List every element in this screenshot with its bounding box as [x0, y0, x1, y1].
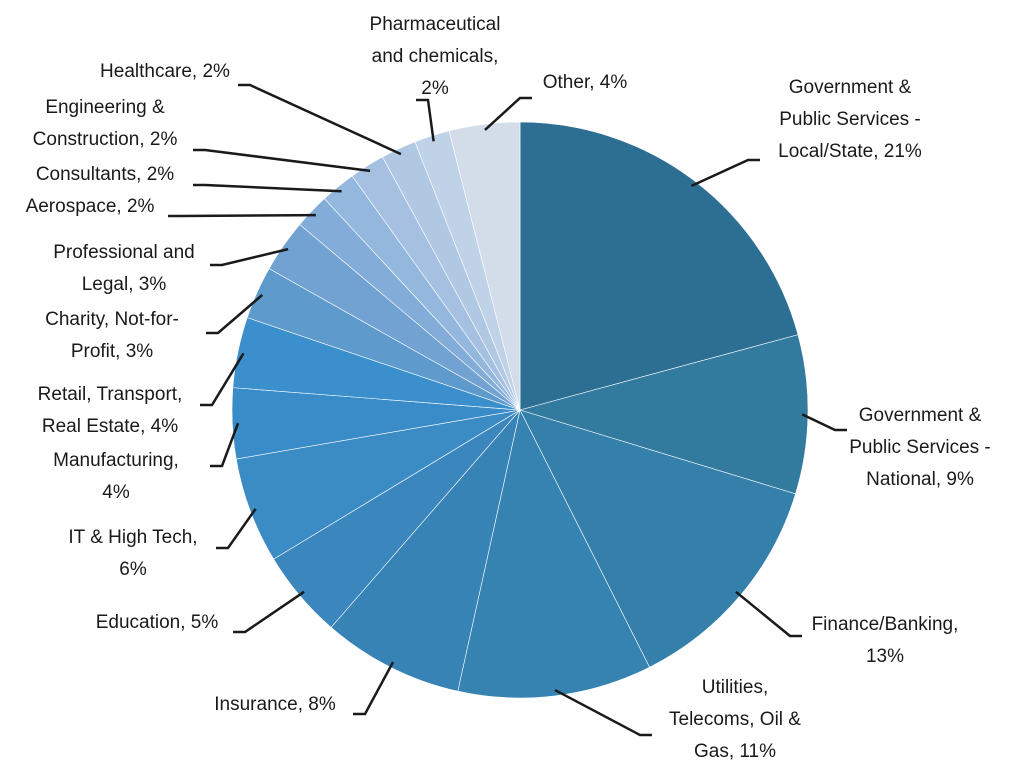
slice — [518, 334, 809, 495]
slice — [519, 121, 799, 411]
label-line: Telecoms, Oil & — [669, 709, 801, 730]
slice-label: Aerospace, 2% — [26, 196, 155, 217]
label-line: Government & — [789, 77, 912, 98]
leader-line — [238, 83, 402, 156]
label-line: Insurance, 8% — [214, 694, 336, 715]
leader-line — [554, 688, 652, 737]
slice-label: IT & High Tech, 6% — [68, 527, 197, 580]
label-line: Finance/Banking, — [812, 614, 959, 635]
leader-line — [193, 183, 342, 193]
slice-label: Government & Public Services - National, 9… — [849, 405, 991, 490]
leader-line — [416, 98, 435, 142]
leader-line — [353, 661, 395, 716]
leader-line — [801, 413, 847, 432]
label-line: 2% — [421, 78, 449, 99]
slice-label: Healthcare, 2% — [100, 61, 230, 82]
label-line: Real Estate, 4% — [42, 416, 178, 437]
label-line: Charity, Not-for- — [45, 309, 179, 330]
slice — [457, 409, 650, 699]
leader-line — [210, 247, 289, 267]
slice-label: Pharmaceutical and chemicals, 2% — [370, 14, 501, 99]
slice-label: Retail, Transport, Real Estate, 4% — [38, 384, 183, 437]
label-line: Education, 5% — [96, 612, 219, 633]
slice-label: Utilities, Telecoms, Oil & Gas, 11% — [669, 677, 801, 762]
label-line: 6% — [119, 559, 147, 580]
label-line: Engineering & — [45, 97, 165, 118]
slice-label: Consultants, 2% — [36, 164, 174, 185]
leader-line — [735, 590, 802, 638]
label-line: IT & High Tech, — [68, 527, 197, 548]
slice-label: Professional and Legal, 3% — [53, 242, 195, 295]
leader-line — [168, 213, 316, 218]
label-line: Consultants, 2% — [36, 164, 174, 185]
leader-line — [193, 148, 371, 173]
leader-line — [233, 590, 305, 634]
label-line: Healthcare, 2% — [100, 61, 230, 82]
slice-label: Engineering & Construction, 2% — [33, 97, 178, 150]
label-line: 13% — [866, 646, 904, 667]
label-line: 4% — [102, 482, 130, 503]
label-line: Other, 4% — [543, 72, 628, 93]
label-line: Retail, Transport, — [38, 384, 183, 405]
leader-line — [200, 352, 245, 407]
label-line: Pharmaceutical — [370, 14, 501, 35]
slice-label: Charity, Not-for- Profit, 3% — [45, 309, 179, 362]
label-line: Legal, 3% — [82, 274, 167, 295]
label-line: Professional and — [53, 242, 195, 263]
slice-label: Other, 4% — [543, 72, 628, 93]
slice-label: Finance/Banking, 13% — [812, 614, 959, 667]
label-line: Gas, 11% — [694, 741, 776, 762]
label-line: Public Services - — [849, 437, 991, 458]
slice-label: Insurance, 8% — [214, 694, 336, 715]
leader-line — [206, 293, 264, 335]
label-line: Government & — [859, 405, 982, 426]
label-line: Public Services - — [779, 109, 921, 130]
label-line: Local/State, 21% — [778, 141, 922, 162]
leader-line — [216, 508, 257, 550]
leader-line — [691, 158, 760, 187]
leader-line — [210, 422, 240, 468]
leader-line — [484, 96, 532, 131]
label-line: Profit, 3% — [71, 341, 153, 362]
label-line: Aerospace, 2% — [26, 196, 155, 217]
label-line: and chemicals, — [372, 46, 499, 67]
label-line: National, 9% — [866, 469, 974, 490]
slice-label: Government & Public Services - Local/State… — [778, 77, 922, 162]
slice-label: Manufacturing, 4% — [53, 450, 179, 503]
label-line: Manufacturing, — [53, 450, 179, 471]
label-line: Construction, 2% — [33, 129, 178, 150]
slice — [448, 121, 521, 411]
label-line: Utilities, — [702, 677, 769, 698]
slice-label: Education, 5% — [96, 612, 219, 633]
